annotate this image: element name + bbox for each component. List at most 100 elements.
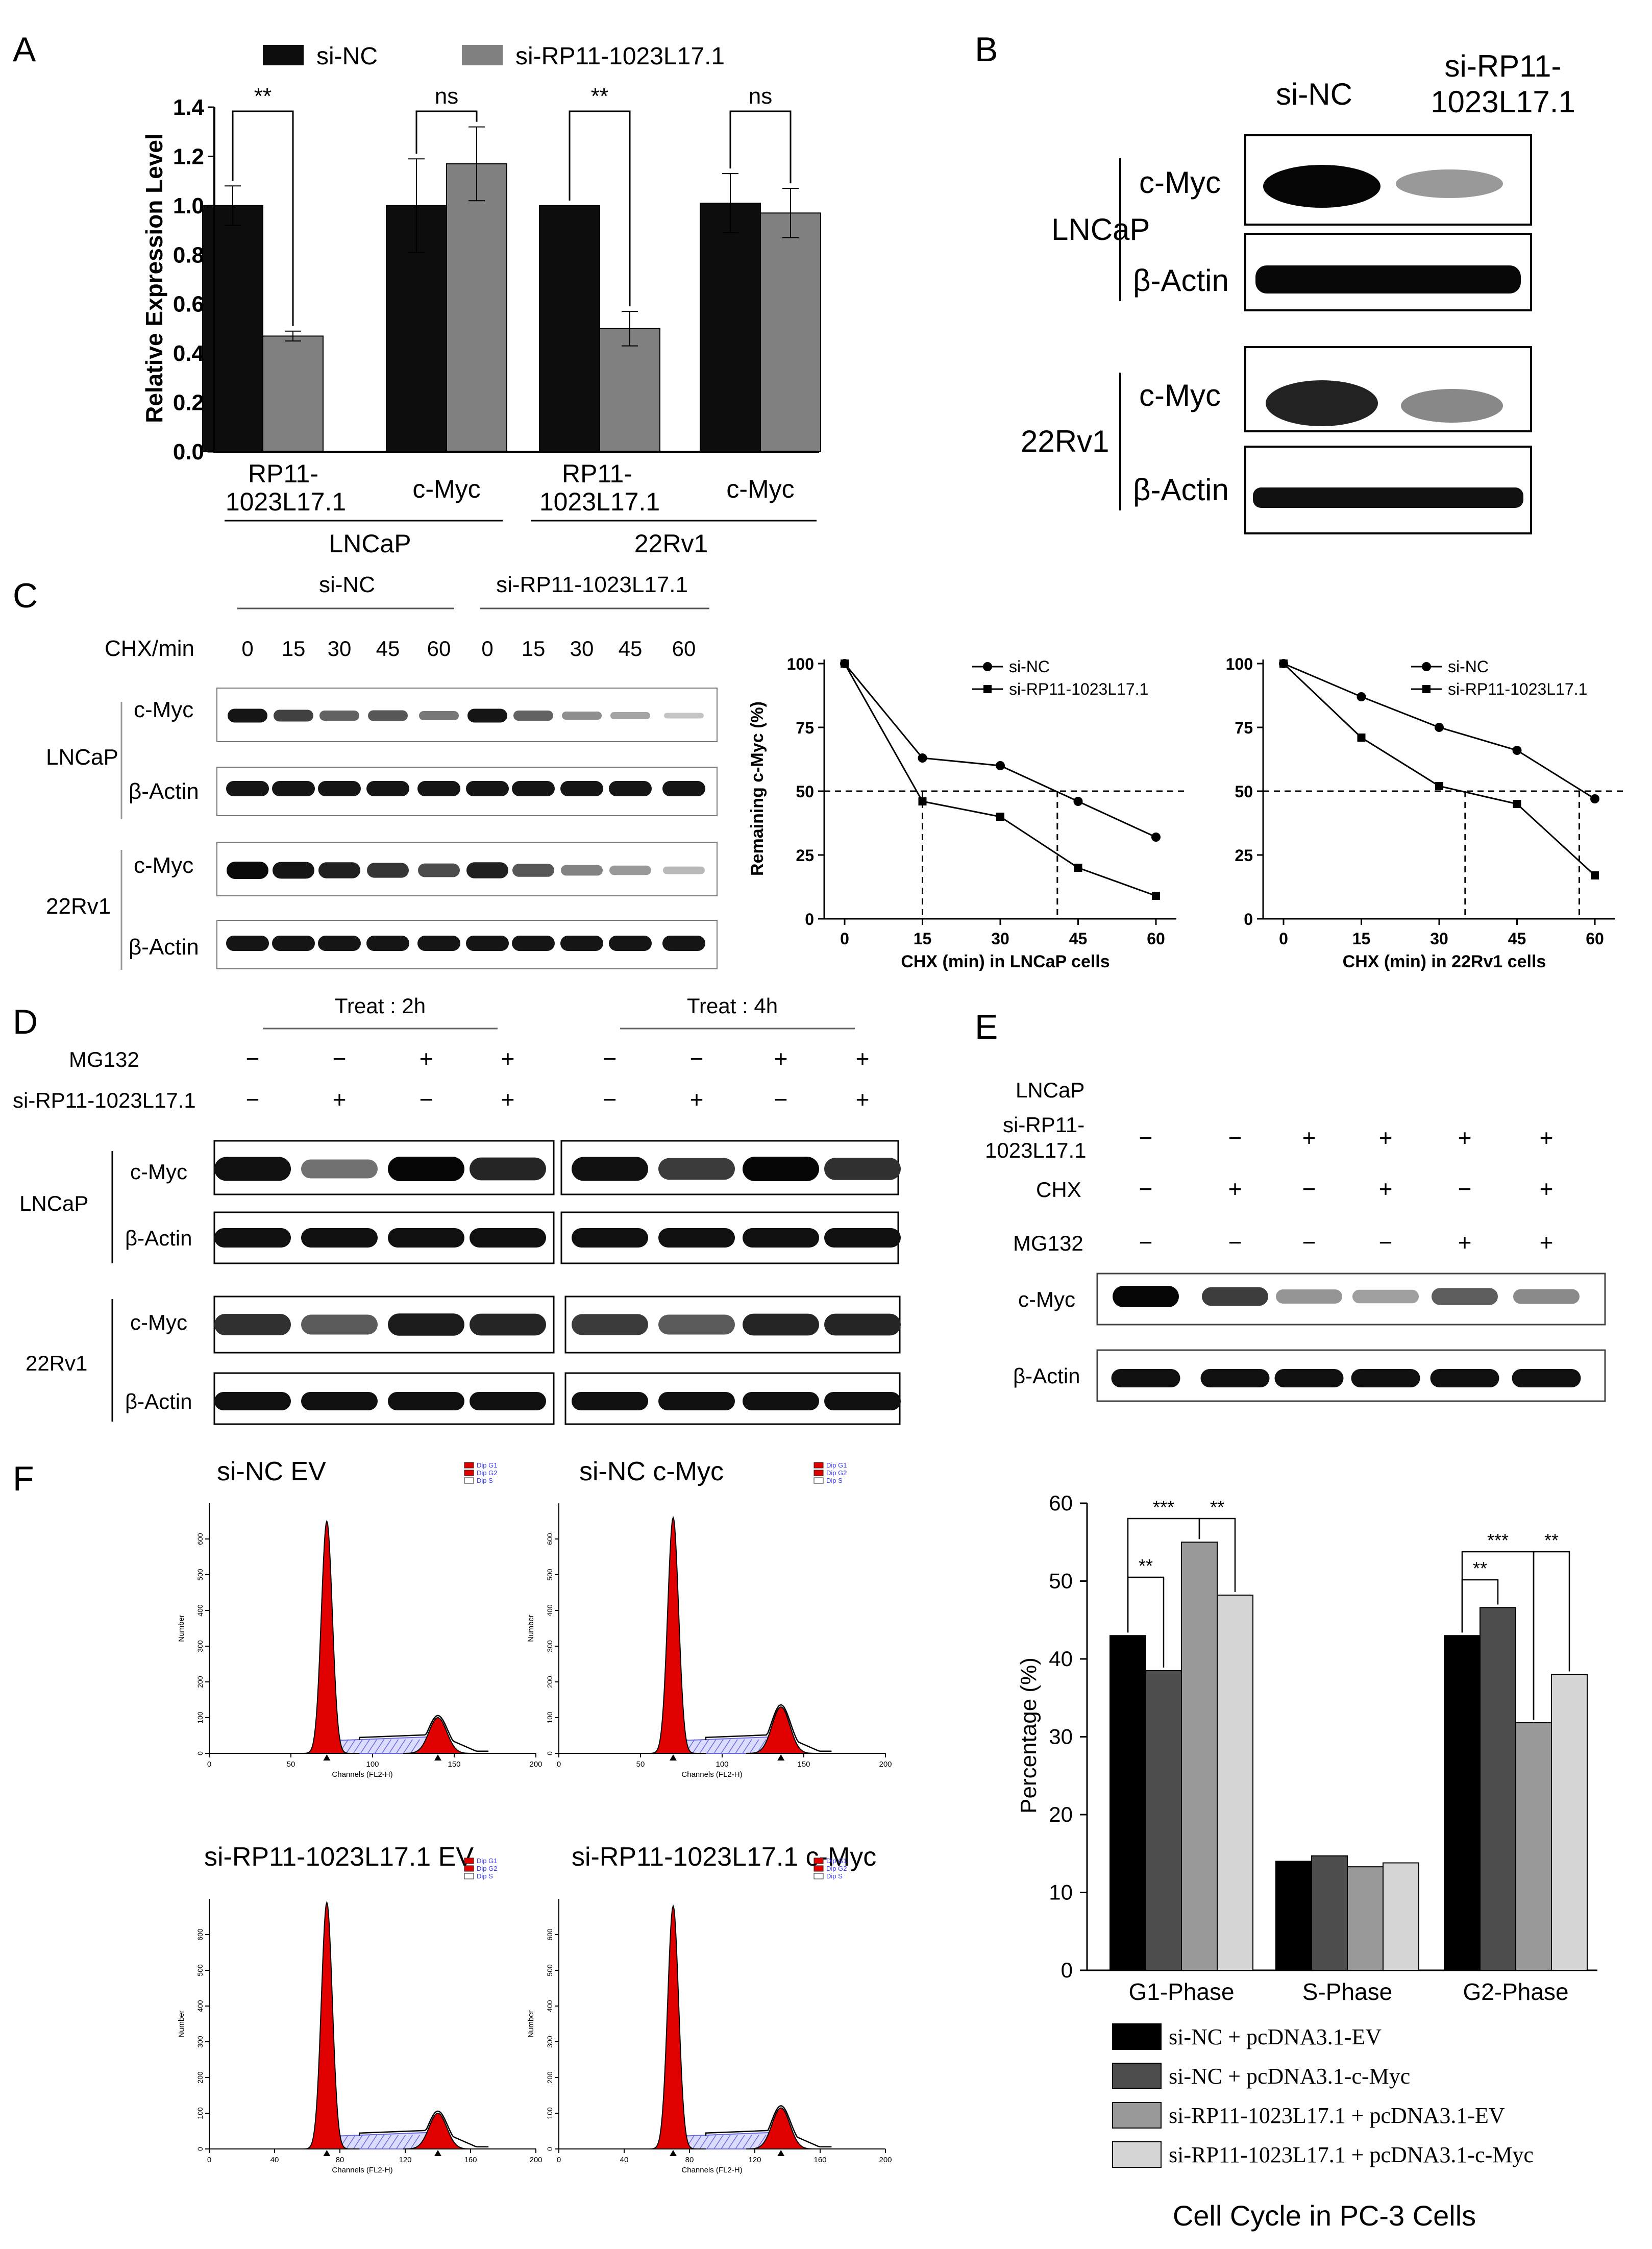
blot-band	[226, 936, 269, 951]
legend-swatch	[813, 1477, 824, 1484]
time-label: 60	[672, 637, 696, 661]
sign-mg132: −	[1139, 1229, 1153, 1256]
x-tick-label: 120	[748, 2156, 761, 2164]
x-tick-label: 0	[557, 1760, 561, 1769]
blot-band	[466, 862, 508, 878]
blot-band	[1200, 1369, 1270, 1387]
y-tick-label: 400	[196, 1604, 204, 1617]
chart-c-22rv1: 0 25 50 75 100 0 15 30 45 60 CHX (min) in 22Rv1 ce…	[1226, 655, 1625, 971]
y-tick-label: 0	[196, 2147, 204, 2151]
x-tick-label: 30	[991, 930, 1009, 948]
blot-band	[319, 711, 359, 721]
significance-label: ns	[749, 84, 772, 109]
sign-chx: −	[1302, 1176, 1316, 1202]
blot-band	[301, 1159, 378, 1179]
blot-band	[662, 781, 705, 796]
y-tick-label: 500	[196, 1569, 204, 1581]
blot-band	[610, 712, 650, 719]
blot-band	[572, 1392, 648, 1410]
histogram-title: si-NC c-Myc	[579, 1457, 724, 1486]
legend-label: si-NC	[1009, 657, 1050, 676]
d-treat-4h: Treat : 4h	[687, 994, 778, 1018]
blot-band	[663, 866, 705, 874]
y-axis-label: Number	[177, 2010, 186, 2037]
legend-label: si-RP11-1023L17.1 + pcDNA3.1-c-Myc	[1169, 2142, 1534, 2167]
blot-band	[512, 864, 554, 877]
g2-peak	[746, 1706, 816, 1754]
significance-label: **	[1544, 1530, 1559, 1551]
y-tick-label: 10	[1049, 1880, 1073, 1904]
significance-label: **	[254, 84, 272, 109]
y-tick-label: 0.8	[173, 242, 204, 267]
s-phase-hatch	[346, 1739, 356, 1754]
y-tick-label: 600	[546, 1928, 554, 1941]
significance-bracket	[1533, 1551, 1570, 1720]
blot-band	[561, 865, 603, 876]
x-axis-label: Channels (FL2-H)	[332, 1770, 392, 1779]
e-band-label: c-Myc	[1018, 1287, 1075, 1311]
s-phase-hatch	[713, 1739, 724, 1754]
peak-marker	[777, 2150, 785, 2156]
sign-chx: −	[1139, 1176, 1153, 1202]
bar	[1109, 1635, 1146, 1971]
x-tick-label: 40	[270, 2156, 279, 2164]
blot-band	[470, 1392, 546, 1410]
s-phase-hatch	[713, 2135, 724, 2149]
b-band	[1263, 165, 1380, 208]
s-phase-hatch	[742, 2135, 752, 2149]
panel-letter-e: E	[975, 1008, 998, 1046]
x-axis-label: CHX (min) in LNCaP cells	[901, 952, 1109, 971]
s-phase-hatch	[721, 1739, 731, 1754]
y-tick-label: 500	[546, 1569, 554, 1581]
y-tick-label: 500	[196, 1964, 204, 1976]
s-phase-hatch	[706, 1739, 717, 1754]
e-bands	[1111, 1286, 1581, 1387]
legend-swatch	[1112, 2063, 1162, 2089]
legend-label-si-rp11: si-RP11-1023L17.1	[515, 43, 725, 70]
e-treatment-signs: − − − − + − + − − + + − + − + + + +	[1139, 1124, 1554, 1256]
blot-band	[572, 1314, 648, 1335]
sign-si: −	[1139, 1124, 1153, 1151]
blot-band	[513, 711, 553, 721]
legend-swatch	[813, 1873, 824, 1879]
y-axis-label: Number	[177, 1615, 186, 1642]
panel-letter-f: F	[13, 1459, 34, 1498]
group-label-lncap: LNCaP	[329, 529, 411, 558]
s-phase-hatch	[388, 1739, 399, 1754]
blot-band	[512, 781, 555, 796]
legend-marker	[1422, 662, 1431, 671]
s-phase-hatch	[367, 1739, 378, 1754]
b-cell-lncap: LNCaP	[1051, 212, 1150, 247]
y-tick-label: 100	[1226, 655, 1253, 673]
category-label: c-Myc	[726, 475, 794, 503]
x-tick-label: 15	[1352, 930, 1371, 948]
data-point	[1074, 864, 1082, 872]
time-label: 15	[282, 637, 306, 661]
y-tick-label: 75	[1235, 719, 1253, 737]
blot-band	[658, 1158, 735, 1180]
b-header-si-rp11-line1: si-RP11-	[1445, 49, 1562, 83]
x-tick-label: 0	[207, 2156, 211, 2164]
category-label: G2-Phase	[1463, 1978, 1568, 2005]
y-tick-label: 600	[196, 1928, 204, 1941]
legend-swatch	[813, 1865, 824, 1872]
d-treat-2h: Treat : 2h	[335, 994, 426, 1018]
legend-label: Dip G1	[477, 1857, 497, 1865]
sign-si: +	[1379, 1124, 1393, 1151]
y-tick-label: 600	[196, 1533, 204, 1545]
bar	[202, 205, 263, 452]
blot-band	[662, 936, 705, 951]
s-phase-hatch	[360, 2135, 371, 2149]
sign-si: +	[856, 1086, 870, 1113]
bar	[1383, 1862, 1419, 1971]
x-tick-label: 40	[620, 2156, 629, 2164]
chart-a-legend: si-NC si-RP11-1023L17.1	[263, 43, 725, 70]
b-band	[1266, 380, 1378, 426]
blot-band	[609, 781, 652, 796]
time-label: 45	[619, 637, 643, 661]
s-phase-hatch	[728, 1739, 738, 1754]
legend-swatch	[1112, 2141, 1162, 2168]
legend-marker	[983, 662, 992, 671]
blot-band	[743, 1313, 819, 1336]
